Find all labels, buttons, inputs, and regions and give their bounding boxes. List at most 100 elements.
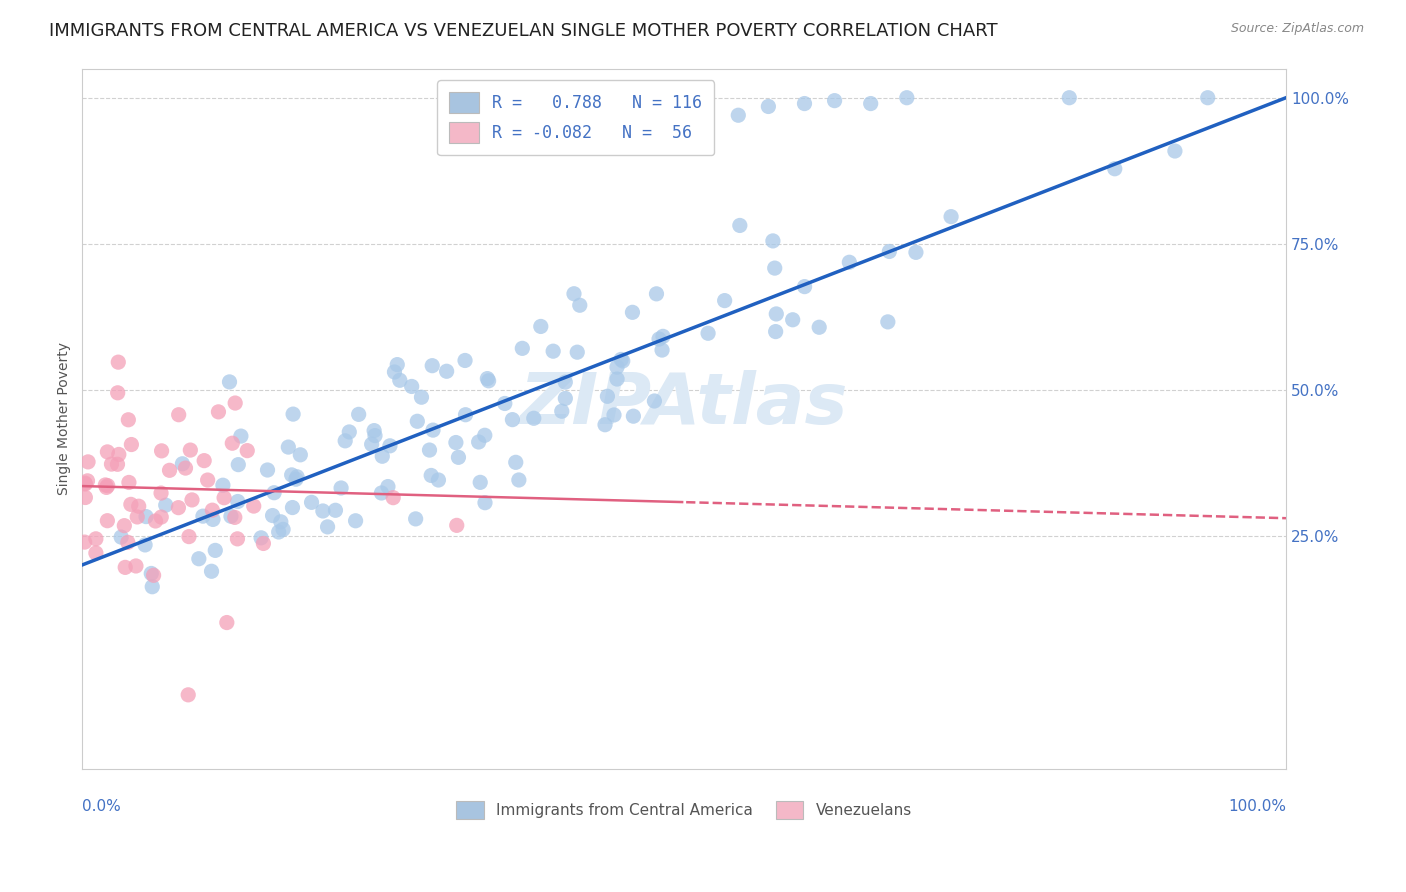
Point — [904, 245, 927, 260]
Point — [387, 358, 409, 372]
Point — [236, 443, 259, 458]
Point — [384, 365, 406, 379]
Point — [554, 375, 576, 389]
Point — [120, 437, 142, 451]
Point — [100, 457, 122, 471]
Point — [150, 443, 173, 458]
Point — [330, 481, 353, 495]
Point — [593, 417, 616, 432]
Point — [793, 279, 815, 293]
Point — [763, 261, 786, 276]
Point — [76, 474, 98, 488]
Point — [155, 498, 177, 512]
Point — [141, 580, 163, 594]
Point — [128, 500, 150, 514]
Point — [281, 407, 304, 421]
Point — [567, 345, 589, 359]
Point — [84, 532, 107, 546]
Y-axis label: Single Mother Poverty: Single Mother Poverty — [58, 343, 72, 495]
Point — [444, 435, 467, 450]
Point — [606, 372, 628, 386]
Point — [824, 94, 846, 108]
Point — [316, 520, 339, 534]
Point — [782, 312, 804, 326]
Point — [758, 99, 780, 113]
Point — [301, 495, 323, 509]
Legend: Immigrants from Central America, Venezuelans: Immigrants from Central America, Venezue… — [450, 795, 918, 825]
Point — [224, 510, 246, 524]
Point — [335, 434, 357, 448]
Point — [551, 404, 574, 418]
Point — [262, 508, 284, 523]
Point — [568, 298, 591, 312]
Point — [344, 514, 367, 528]
Point — [73, 535, 96, 549]
Point — [621, 409, 644, 424]
Point — [1197, 91, 1219, 105]
Point — [411, 390, 433, 404]
Point — [312, 504, 335, 518]
Point — [242, 499, 264, 513]
Point — [347, 408, 370, 422]
Point — [446, 518, 468, 533]
Point — [107, 355, 129, 369]
Point — [612, 354, 634, 368]
Point — [117, 535, 139, 549]
Point — [134, 538, 156, 552]
Point — [120, 497, 142, 511]
Point — [174, 461, 197, 475]
Point — [145, 514, 167, 528]
Point — [606, 360, 628, 375]
Point — [337, 425, 360, 439]
Point — [765, 307, 787, 321]
Point — [193, 453, 215, 467]
Point — [97, 478, 120, 492]
Point — [603, 408, 626, 422]
Point — [643, 394, 665, 409]
Point — [224, 396, 246, 410]
Point — [1059, 91, 1081, 105]
Point — [447, 450, 470, 465]
Point — [371, 449, 394, 463]
Point — [107, 458, 129, 472]
Point — [281, 500, 304, 515]
Point — [418, 443, 440, 458]
Point — [177, 688, 200, 702]
Point — [96, 514, 118, 528]
Point — [648, 332, 671, 346]
Point — [876, 315, 898, 329]
Point — [117, 413, 139, 427]
Text: IMMIGRANTS FROM CENTRAL AMERICA VS VENEZUELAN SINGLE MOTHER POVERTY CORRELATION : IMMIGRANTS FROM CENTRAL AMERICA VS VENEZ… — [49, 22, 998, 40]
Point — [226, 532, 249, 546]
Point — [107, 385, 129, 400]
Point — [84, 546, 107, 560]
Point — [378, 439, 401, 453]
Point — [477, 371, 499, 385]
Point — [96, 445, 118, 459]
Point — [256, 463, 278, 477]
Point — [127, 510, 149, 524]
Point — [290, 448, 312, 462]
Point — [221, 436, 243, 450]
Point — [808, 320, 831, 334]
Point — [96, 480, 118, 494]
Point — [405, 512, 427, 526]
Point — [226, 494, 249, 508]
Point — [697, 326, 720, 341]
Point — [727, 108, 749, 122]
Point — [401, 379, 423, 393]
Point — [508, 473, 530, 487]
Point — [1104, 161, 1126, 176]
Text: 100.0%: 100.0% — [1227, 799, 1286, 814]
Point — [454, 408, 477, 422]
Point — [112, 518, 135, 533]
Point — [554, 392, 576, 406]
Point — [270, 515, 292, 529]
Point — [280, 467, 302, 482]
Point — [562, 286, 585, 301]
Point — [75, 477, 97, 491]
Point — [150, 510, 173, 524]
Point — [596, 389, 619, 403]
Point — [212, 491, 235, 505]
Point — [652, 329, 675, 343]
